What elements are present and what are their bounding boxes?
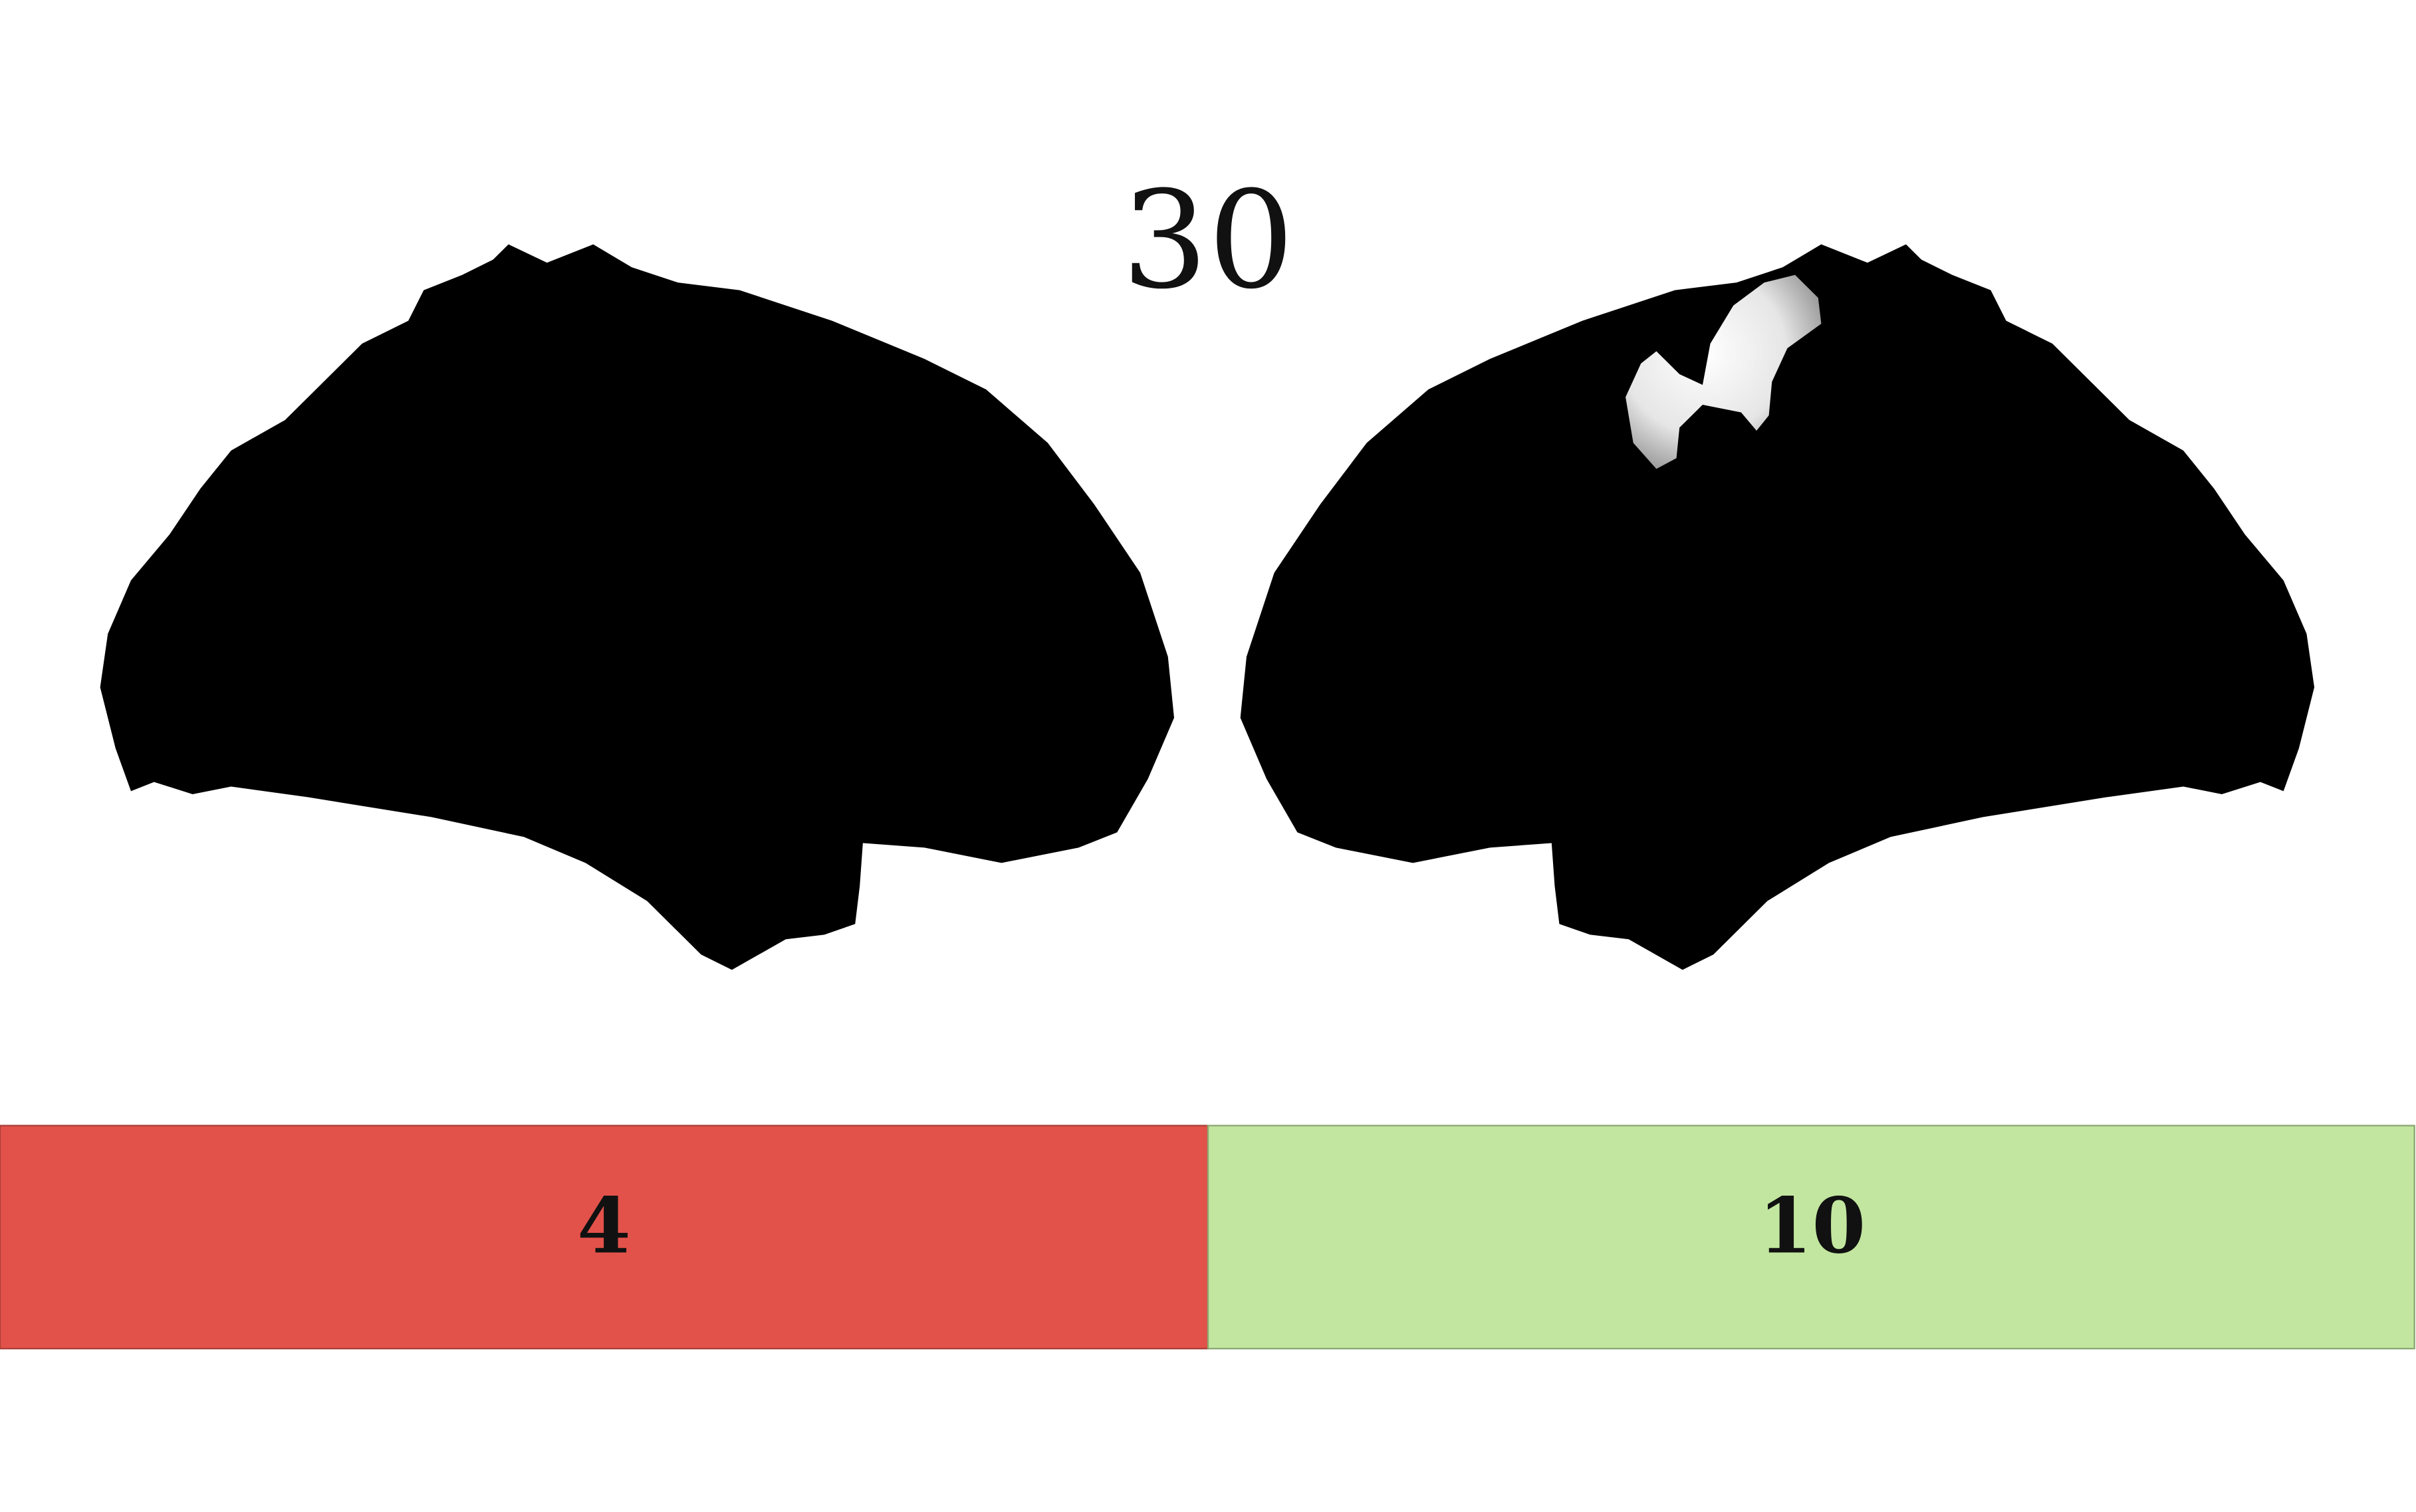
panel-right [1207, 1125, 2415, 1350]
brain-left [100, 244, 1175, 970]
title: 30 [1122, 162, 1294, 318]
highlight-region [1626, 274, 1822, 469]
panel-label: 10 [1758, 1182, 1866, 1271]
panel-left [0, 1125, 1209, 1350]
panel-label: 4 [577, 1182, 631, 1271]
